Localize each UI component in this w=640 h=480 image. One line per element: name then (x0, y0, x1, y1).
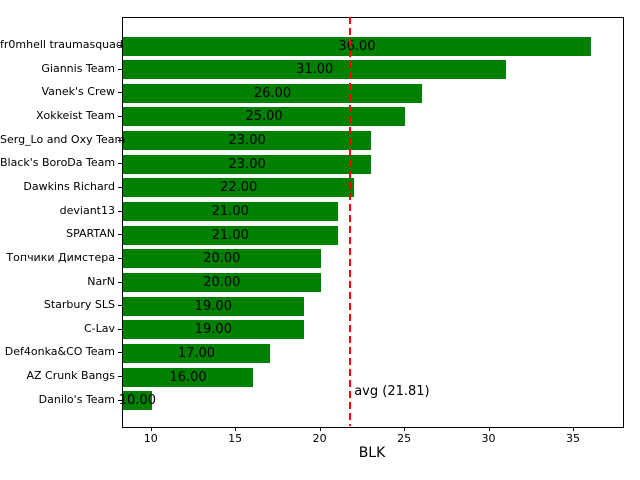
y-tick-mark (118, 210, 122, 212)
y-tick-mark (118, 399, 122, 401)
y-tick-mark (118, 163, 122, 165)
bar (123, 273, 321, 292)
bar-value-label: 16.00 (169, 369, 207, 385)
bar-value-label: 17.00 (177, 345, 216, 361)
bar-value-label: 26.00 (253, 85, 292, 101)
bar (123, 131, 372, 151)
bar (123, 202, 338, 222)
bar-value-label: 19.00 (194, 322, 232, 338)
y-tick-mark (118, 139, 122, 141)
y-tick-label: Black's BoroDa Team (0, 156, 116, 170)
y-tick-label: SPARTAN (66, 227, 115, 241)
bar (123, 343, 270, 363)
bar (123, 60, 507, 80)
y-tick-mark (118, 115, 122, 117)
plot-area: 36.00 31.00 26.00 25.00 23.00 23.00 22.00 21.00… (119, 17, 624, 428)
x-tick-label: 20 (312, 432, 327, 445)
bar (123, 296, 304, 316)
bar-value-label: 21.00 (211, 204, 249, 220)
x-tick-mark (573, 427, 574, 431)
y-tick-label: Топчики Димстера (6, 250, 115, 264)
x-tick-label: 35 (566, 432, 580, 445)
bar-value-label: 23.00 (228, 133, 266, 149)
x-tick-label: 30 (481, 432, 496, 445)
x-tick-mark (404, 427, 406, 431)
x-tick-mark (488, 427, 490, 431)
x-tick-mark (319, 427, 321, 431)
bar-value-label: 22.00 (220, 180, 258, 196)
bar-value-label: 10.00 (118, 393, 156, 409)
bar (123, 249, 321, 269)
y-tick-label: Serg_Lo and Oxy Team (0, 132, 126, 146)
y-tick-mark (118, 305, 122, 307)
bar-value-label: 20.00 (203, 251, 241, 267)
bar (123, 107, 406, 127)
avg-line (349, 17, 352, 426)
y-tick-mark (118, 92, 122, 94)
bar (123, 367, 254, 387)
x-tick-mark (235, 427, 237, 431)
y-tick-mark (118, 281, 122, 283)
y-tick-label: AZ Crunk Bangs (26, 369, 115, 383)
y-tick-label: Dawkins Richard (23, 179, 115, 193)
bar-value-label: 36.00 (338, 38, 376, 54)
y-tick-label: Def4onka&CO Team (4, 345, 115, 359)
bar (123, 225, 338, 245)
y-tick-label: Giannis Team (41, 61, 115, 75)
bar (123, 83, 422, 103)
x-tick-label: 25 (397, 432, 412, 445)
x-tick-mark (150, 427, 152, 431)
y-tick-mark (118, 186, 122, 188)
bar-value-label: 20.00 (203, 275, 241, 290)
bar (123, 391, 152, 411)
x-tick-label: 15 (228, 432, 243, 445)
bar-value-label: 25.00 (245, 109, 283, 125)
y-tick-label: deviant13 (59, 203, 115, 217)
y-tick-mark (118, 328, 122, 330)
avg-line-label: avg (21.81) (354, 384, 430, 399)
x-tick-label: 10 (143, 432, 158, 445)
bar-value-label: 21.00 (211, 227, 249, 243)
bar-value-label: 19.00 (194, 298, 232, 314)
x-axis-label: BLK (358, 445, 386, 461)
bar (123, 154, 372, 174)
bar (123, 178, 355, 198)
y-tick-mark (118, 234, 122, 236)
y-tick-mark (118, 352, 122, 354)
bar (123, 320, 304, 340)
bar-value-label: 31.00 (296, 62, 334, 78)
y-tick-label: NarN (87, 274, 115, 288)
y-tick-mark (118, 68, 122, 70)
y-tick-mark (118, 257, 122, 259)
y-tick-label: Danilo's Team (38, 392, 115, 406)
y-tick-label: C-Lav (83, 321, 115, 335)
y-tick-label: Starbury SLS (43, 298, 115, 312)
y-tick-mark (118, 45, 122, 46)
y-tick-label: fr0mhell traumasquad (0, 38, 123, 51)
y-tick-label: Xokkeist Team (35, 108, 115, 122)
y-tick-label: Vanek's Crew (41, 85, 116, 99)
bar (123, 36, 591, 56)
bar-value-label: 23.00 (228, 156, 266, 172)
y-tick-mark (118, 376, 122, 378)
